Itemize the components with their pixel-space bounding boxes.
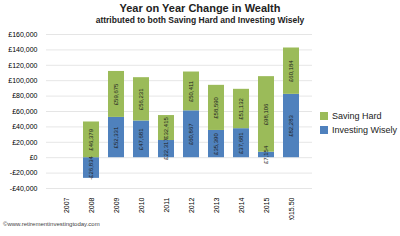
svg-text:-£26,834: -£26,834	[88, 156, 94, 180]
svg-text:£20,000: £20,000	[12, 139, 37, 146]
svg-text:£52,331: £52,331	[113, 126, 119, 148]
svg-text:£100,000: £100,000	[8, 77, 37, 84]
svg-text:2010: 2010	[138, 197, 145, 213]
svg-text:£60,000: £60,000	[12, 108, 37, 115]
svg-text:2015: 2015	[263, 197, 270, 213]
svg-text:£160,000: £160,000	[8, 31, 37, 38]
svg-text:£59,675: £59,675	[113, 83, 119, 105]
svg-text:£46,379: £46,379	[88, 128, 94, 150]
svg-text:£82,283: £82,283	[288, 115, 294, 137]
svg-text:£35,390: £35,390	[213, 133, 219, 155]
svg-text:-£40,000: -£40,000	[10, 185, 38, 192]
svg-text:£60,184: £60,184	[288, 60, 294, 82]
svg-text:2011: 2011	[163, 197, 170, 212]
svg-text:£51,132: £51,132	[238, 97, 244, 119]
svg-text:£56,231: £56,231	[138, 88, 144, 110]
svg-text:£80,000: £80,000	[12, 92, 37, 99]
svg-text:£7,154: £7,154	[263, 145, 269, 164]
svg-text:£47,681: £47,681	[138, 128, 144, 150]
html-text:Year on Year Change in Wealth: Year on Year Change in Wealth	[119, 2, 281, 14]
svg-text:2009: 2009	[113, 197, 120, 213]
svg-text:£98,106: £98,106	[263, 103, 269, 125]
html-text:Saving Hard: Saving Hard	[332, 111, 382, 121]
svg-text:£50,411: £50,411	[188, 80, 194, 102]
html-text:attributed to both Saving Hard: attributed to both Saving Hard and Inves…	[95, 15, 305, 25]
svg-text:£120,000: £120,000	[8, 62, 37, 69]
svg-text:£22,317: £22,317	[163, 138, 169, 160]
svg-text:£40,000: £40,000	[12, 123, 37, 130]
svg-text:£37,681: £37,681	[238, 132, 244, 154]
svg-text:£60,867: £60,867	[188, 123, 194, 145]
svg-text:£32,415: £32,415	[163, 117, 169, 139]
svg-text:2007: 2007	[63, 197, 70, 213]
svg-text:£140,000: £140,000	[8, 46, 37, 53]
svg-text:£58,590: £58,590	[213, 96, 219, 118]
svg-text:-£20,000: -£20,000	[10, 169, 38, 176]
svg-text:2012: 2012	[188, 197, 195, 213]
svg-text:£0: £0	[30, 154, 38, 161]
svg-text:2014: 2014	[238, 197, 245, 213]
svg-text:2013: 2013	[213, 197, 220, 213]
html-text:Investing Wisely: Investing Wisely	[332, 125, 397, 135]
svg-text:2008: 2008	[88, 197, 95, 213]
svg-text:2015.50: 2015.50	[288, 197, 295, 220]
html-text:©www.retirementinvestingtoday.: ©www.retirementinvestingtoday.com	[3, 221, 100, 227]
